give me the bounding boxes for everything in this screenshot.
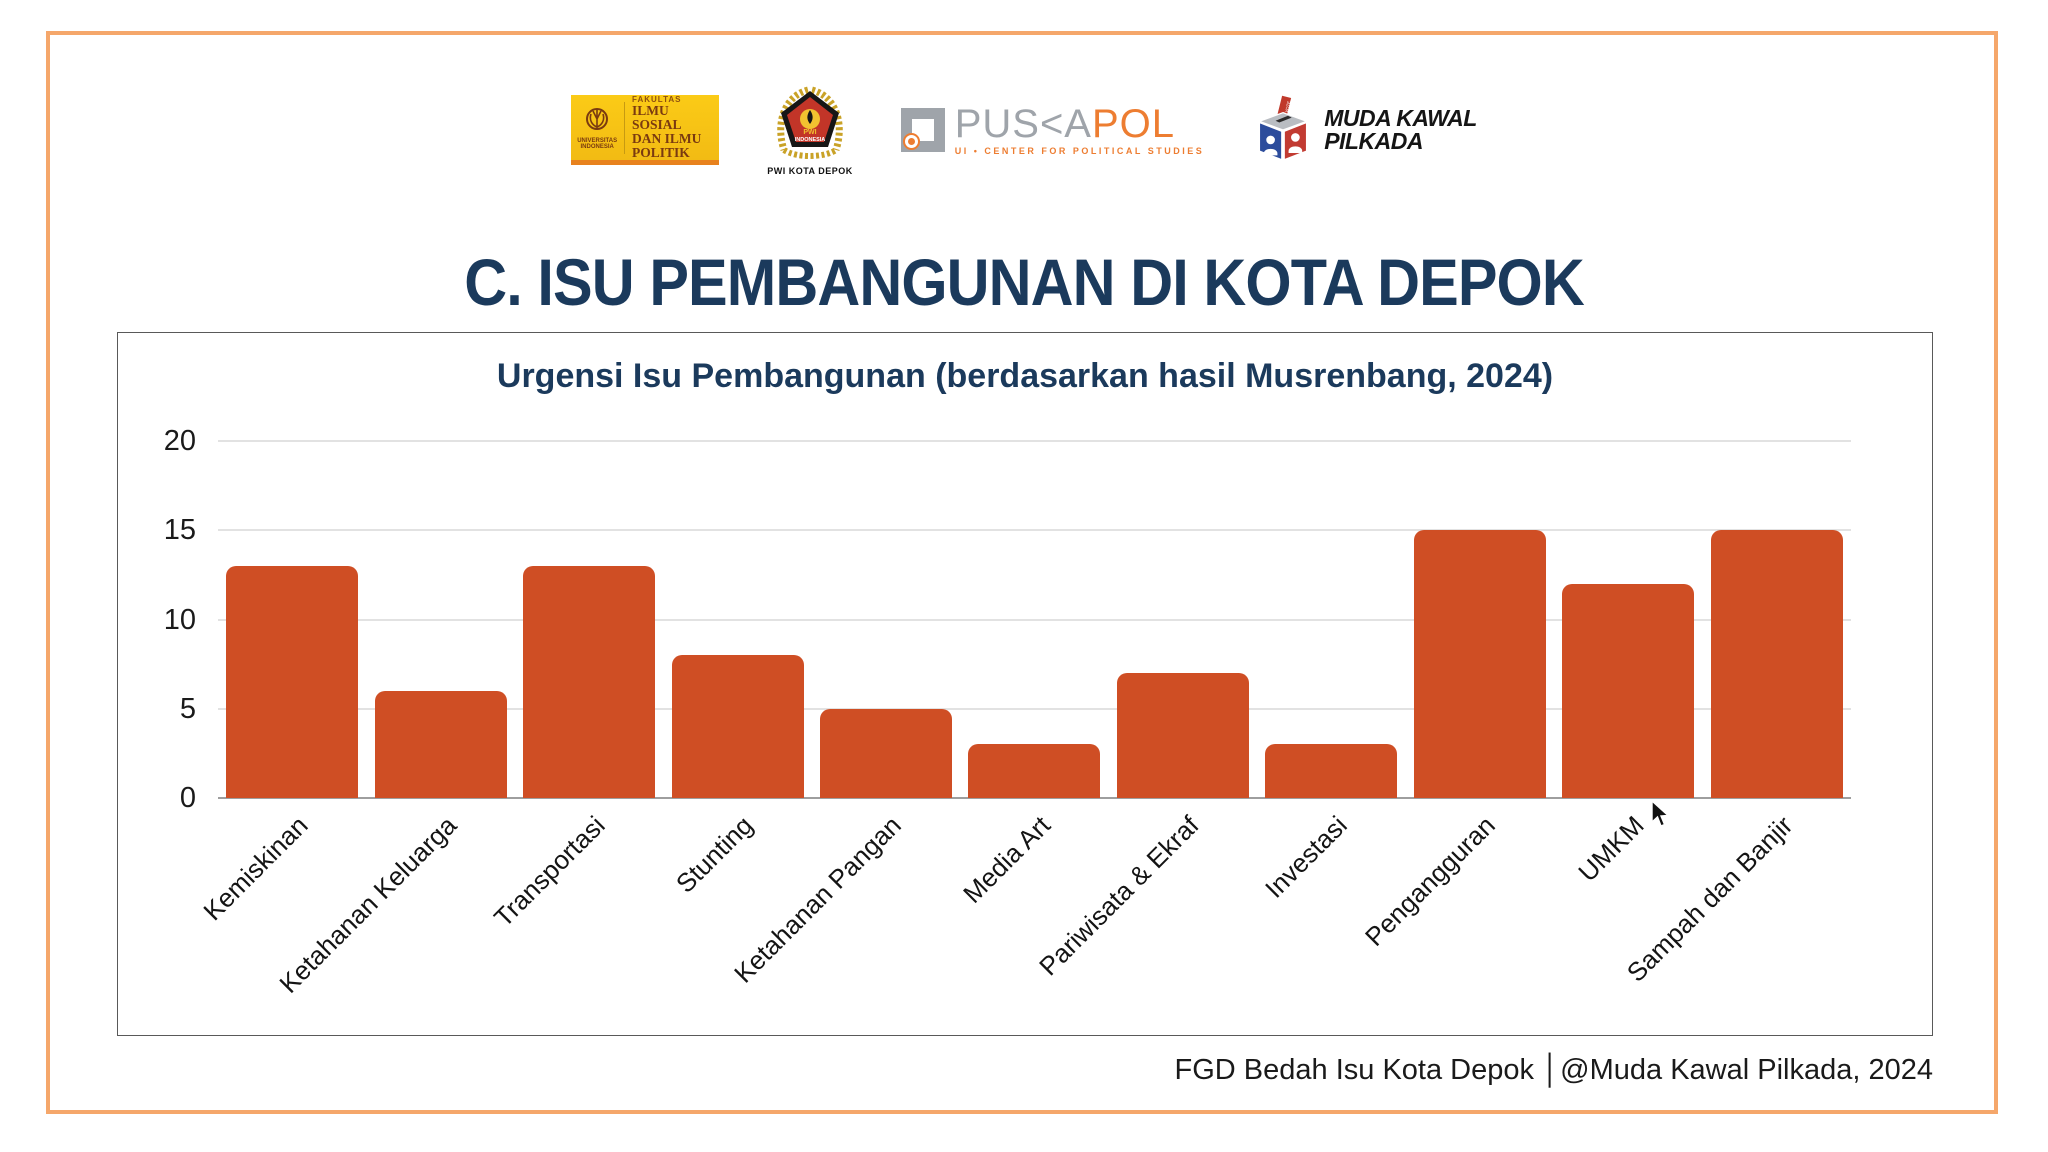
gridline [218, 707, 1851, 710]
bar-series [218, 441, 1851, 798]
bar-slot [1554, 441, 1702, 798]
fisip-university-label: UNIVERSITAS INDONESIA [577, 137, 618, 150]
fisip-wordmark: FAKULTAS ILMU SOSIAL DAN ILMU POLITIK [632, 95, 711, 160]
bar-slot [1703, 441, 1851, 798]
x-axis-line [218, 797, 1851, 799]
mouse-cursor [1651, 800, 1670, 827]
bar [523, 565, 656, 798]
x-axis-labels: Kemiskinan Ketahanan Keluarga Transportasi… [197, 810, 1851, 1030]
bar [671, 655, 804, 798]
y-tick-label: 15 [163, 514, 196, 547]
bar-slot [663, 441, 811, 798]
x-tick-label: UMKM [1572, 810, 1650, 888]
x-tick-label: Sampah dan Banjir [1620, 810, 1798, 988]
puskapol-logo: PUS<APOL UI • CENTER FOR POLITICAL STUDI… [900, 101, 1205, 156]
pwi-caption: PWI KOTA DEPOK [767, 166, 853, 176]
x-tick-label: Transportasi [487, 810, 611, 933]
y-tick-label: 0 [179, 782, 196, 814]
bar-slot [960, 441, 1108, 798]
puskapol-makara-icon [902, 133, 920, 150]
bar [226, 565, 359, 798]
pwi-kota-depok-logo: PWI INDONESIA PWI KOTA DEPOK [767, 84, 853, 176]
bar [1265, 744, 1398, 798]
fisip-line3: POLITIK [632, 145, 690, 160]
bar-slot [1257, 441, 1405, 798]
fisip-ui-logo: UNIVERSITAS INDONESIA FAKULTAS ILMU SOSI… [571, 95, 720, 165]
x-tick-label: Pariwisata & Ekraf [1032, 810, 1205, 982]
bar [1562, 583, 1695, 798]
x-tick-label: Stunting [670, 810, 759, 899]
gridline [218, 440, 1851, 442]
bar-slot [1109, 441, 1257, 798]
x-tick-label: Investasi [1258, 810, 1353, 904]
logo-strip: UNIVERSITAS INDONESIA FAKULTAS ILMU SOSI… [0, 84, 2048, 176]
puskapol-square-icon [900, 108, 945, 152]
bar-slot [218, 441, 366, 798]
pwi-emblem-icon: PWI INDONESIA [777, 86, 843, 159]
y-tick-label: 5 [179, 692, 196, 725]
bar [1413, 530, 1546, 798]
fisip-divider [624, 101, 625, 154]
bar-slot [366, 441, 514, 798]
gridline [218, 618, 1851, 621]
gridline [218, 529, 1851, 532]
x-tick-label: Ketahanan Pangan [728, 810, 908, 989]
puskapol-wordmark: PUS<APOL [954, 101, 1176, 146]
bar-slot [1406, 441, 1554, 798]
ui-makara-icon: UNIVERSITAS INDONESIA [577, 106, 617, 150]
y-axis: 0 5 10 15 20 [118, 426, 196, 813]
bar-slot [812, 441, 960, 798]
x-tick-label: Pengangguran [1359, 810, 1502, 952]
slide-border-frame [46, 31, 1998, 1114]
plot-area [218, 440, 1851, 799]
fisip-line2: DAN ILMU [632, 131, 702, 146]
page-title: C. ISU PEMBANGUNAN DI KOTA DEPOK [464, 245, 1585, 320]
fisip-line1: ILMU SOSIAL [632, 103, 682, 132]
bar [820, 708, 953, 798]
svg-text:VOTE: VOTE [1284, 100, 1292, 113]
bar [968, 744, 1101, 798]
ballot-box-icon: VOTE [1257, 95, 1309, 161]
fisip-fakultas-label: FAKULTAS [632, 95, 682, 104]
mkp-wordmark: MUDA KAWAL PILKADA [1324, 105, 1477, 154]
svg-text:PWI: PWI [803, 129, 816, 136]
bar [1116, 673, 1249, 798]
bar [1710, 530, 1843, 798]
footer-credit: FGD Bedah Isu Kota Depok │@Muda Kawal Pi… [1174, 1054, 1933, 1086]
bar [374, 690, 507, 798]
x-tick-label: Kemiskinan [197, 810, 314, 927]
chart-title: Urgensi Isu Pembangunan (berdasarkan has… [496, 357, 1554, 395]
y-tick-label: 20 [163, 425, 196, 457]
muda-kawal-pilkada-logo: VOTE MUDA KAWAL PILKADA [1252, 95, 1477, 165]
svg-text:INDONESIA: INDONESIA [795, 137, 826, 143]
y-tick-label: 10 [163, 603, 196, 636]
x-tick-label: Media Art [956, 810, 1056, 909]
puskapol-subtitle: UI • CENTER FOR POLITICAL STUDIES [954, 145, 1205, 156]
chart-container: Urgensi Isu Pembangunan (berdasarkan has… [117, 332, 1933, 1036]
bar-slot [515, 441, 663, 798]
